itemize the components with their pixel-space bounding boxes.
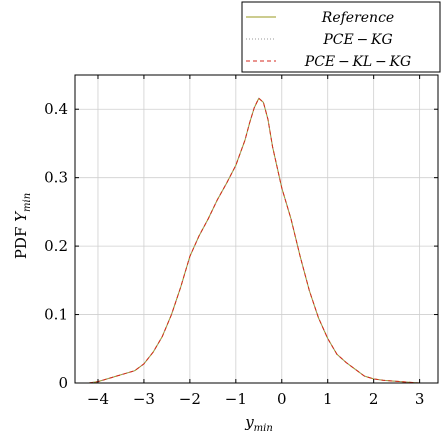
x-tick-label: 3 — [415, 390, 425, 408]
x-tick-label: 2 — [369, 390, 379, 408]
series-line-2 — [75, 97, 438, 384]
legend-label-1: PCE − KG — [322, 32, 392, 48]
x-tick-label: 0 — [277, 390, 287, 408]
axis-ticks: −4 −3 −2 −1 0 1 2 3 0 0.1 0.2 0.3 0.4 — [44, 75, 438, 408]
y-axis-title: PDF Ymin — [12, 193, 33, 259]
series-line-1 — [75, 97, 438, 384]
y-tick-label: 0.4 — [44, 100, 68, 118]
legend-label-0: Reference — [321, 10, 394, 26]
x-tick-label: 1 — [323, 390, 333, 408]
series-lines — [75, 97, 438, 384]
x-tick-label: −1 — [225, 390, 247, 408]
legend-box — [241, 1, 441, 73]
y-tick-label: 0.2 — [44, 237, 68, 255]
y-tick-label: 0 — [58, 374, 68, 392]
y-tick-label: 0.3 — [44, 169, 68, 187]
x-axis-title: ymin — [244, 413, 273, 434]
x-tick-label: −3 — [133, 390, 155, 408]
legend: Reference PCE − KG PCE − KL − KG — [241, 1, 441, 73]
legend-label-2: PCE − KL − KG — [304, 54, 411, 70]
x-tick-label: −2 — [179, 390, 201, 408]
grid — [75, 75, 438, 383]
series-line-0 — [75, 97, 438, 384]
y-tick-label: 0.1 — [44, 306, 68, 324]
plot-frame — [74, 74, 439, 384]
x-tick-label: −4 — [87, 390, 109, 408]
